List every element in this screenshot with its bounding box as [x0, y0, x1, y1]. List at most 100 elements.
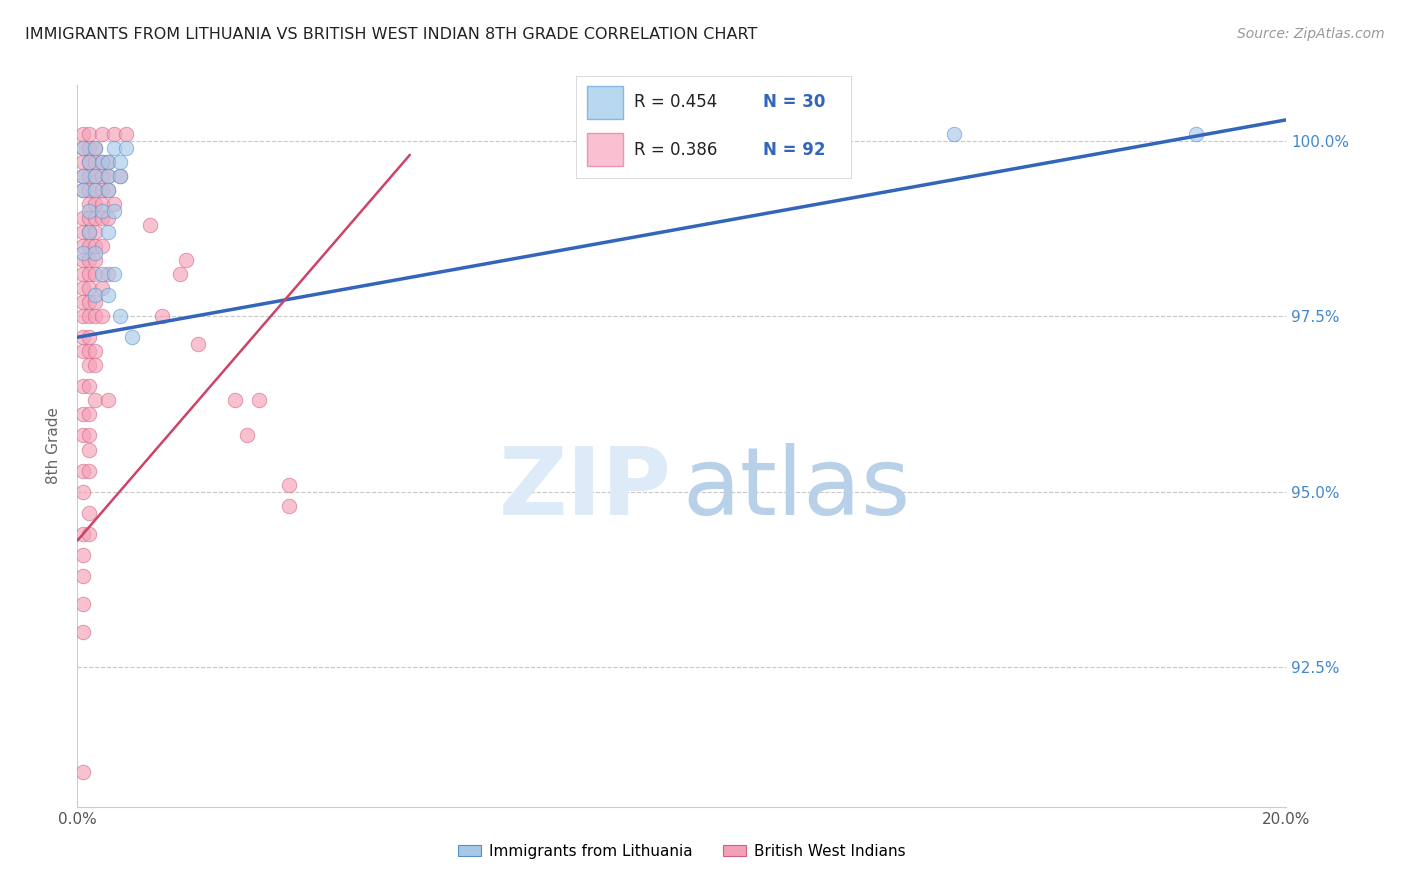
Point: [72, 624, 94, 639]
Point: [72, 548, 94, 562]
Point: [79, 526, 101, 541]
Point: [72, 344, 94, 359]
Text: N = 92: N = 92: [763, 141, 825, 159]
Text: ZIP: ZIP: [499, 443, 672, 535]
Point: [72, 246, 94, 260]
Point: [72, 239, 94, 253]
Point: [90, 239, 112, 253]
Point: [96, 155, 118, 169]
Point: [72, 253, 94, 268]
Point: [90, 127, 112, 141]
Point: [79, 295, 101, 310]
Point: [79, 197, 101, 211]
Point: [96, 393, 118, 408]
Text: R = 0.454: R = 0.454: [634, 94, 717, 112]
Point: [1184, 127, 1206, 141]
Point: [79, 155, 101, 169]
Point: [72, 408, 94, 422]
Point: [90, 211, 112, 225]
Point: [103, 127, 125, 141]
Point: [72, 310, 94, 324]
Point: [84, 169, 107, 183]
Point: [278, 499, 301, 513]
Point: [103, 204, 125, 219]
Point: [79, 344, 101, 359]
Point: [150, 310, 173, 324]
Point: [79, 239, 101, 253]
Text: R = 0.386: R = 0.386: [634, 141, 717, 159]
Point: [84, 239, 107, 253]
Point: [169, 267, 191, 281]
Point: [72, 183, 94, 197]
Text: IMMIGRANTS FROM LITHUANIA VS BRITISH WEST INDIAN 8TH GRADE CORRELATION CHART: IMMIGRANTS FROM LITHUANIA VS BRITISH WES…: [25, 27, 758, 42]
Point: [96, 169, 118, 183]
Point: [84, 253, 107, 268]
Point: [79, 253, 101, 268]
Point: [72, 141, 94, 155]
Point: [72, 267, 94, 281]
Point: [84, 183, 107, 197]
Point: [79, 281, 101, 295]
Point: [96, 267, 118, 281]
Point: [235, 428, 257, 442]
Point: [72, 330, 94, 344]
FancyBboxPatch shape: [588, 87, 623, 119]
Point: [103, 267, 125, 281]
Point: [90, 281, 112, 295]
Point: [79, 155, 101, 169]
Point: [942, 127, 965, 141]
Point: [84, 310, 107, 324]
Point: [72, 379, 94, 393]
Point: [79, 127, 101, 141]
Point: [84, 155, 107, 169]
Point: [90, 267, 112, 281]
Point: [187, 337, 209, 351]
Point: [72, 428, 94, 442]
Text: Source: ZipAtlas.com: Source: ZipAtlas.com: [1237, 27, 1385, 41]
Point: [96, 169, 118, 183]
Point: [84, 141, 107, 155]
Point: [90, 155, 112, 169]
Point: [79, 506, 101, 520]
Point: [79, 225, 101, 239]
Point: [79, 310, 101, 324]
Point: [114, 127, 136, 141]
Point: [108, 169, 131, 183]
Point: [79, 183, 101, 197]
Point: [72, 225, 94, 239]
Text: atlas: atlas: [683, 443, 911, 535]
Point: [96, 211, 118, 225]
Point: [174, 253, 197, 268]
Point: [72, 484, 94, 499]
Point: [121, 330, 143, 344]
Point: [84, 246, 107, 260]
Point: [96, 225, 118, 239]
Point: [114, 141, 136, 155]
Point: [90, 204, 112, 219]
Point: [72, 568, 94, 582]
Point: [79, 442, 101, 457]
Point: [139, 218, 162, 232]
Point: [224, 393, 246, 408]
Point: [79, 204, 101, 219]
Point: [72, 281, 94, 295]
Point: [84, 295, 107, 310]
Point: [96, 183, 118, 197]
Point: [79, 225, 101, 239]
Legend: Immigrants from Lithuania, British West Indians: Immigrants from Lithuania, British West …: [453, 838, 911, 864]
Point: [108, 169, 131, 183]
Point: [72, 169, 94, 183]
Point: [90, 310, 112, 324]
Point: [84, 211, 107, 225]
Point: [84, 344, 107, 359]
Point: [72, 155, 94, 169]
Point: [103, 197, 125, 211]
Point: [84, 197, 107, 211]
Point: [72, 526, 94, 541]
Point: [90, 183, 112, 197]
Point: [84, 288, 107, 302]
Y-axis label: 8th Grade: 8th Grade: [46, 408, 62, 484]
Point: [84, 393, 107, 408]
Point: [72, 765, 94, 780]
Point: [79, 428, 101, 442]
